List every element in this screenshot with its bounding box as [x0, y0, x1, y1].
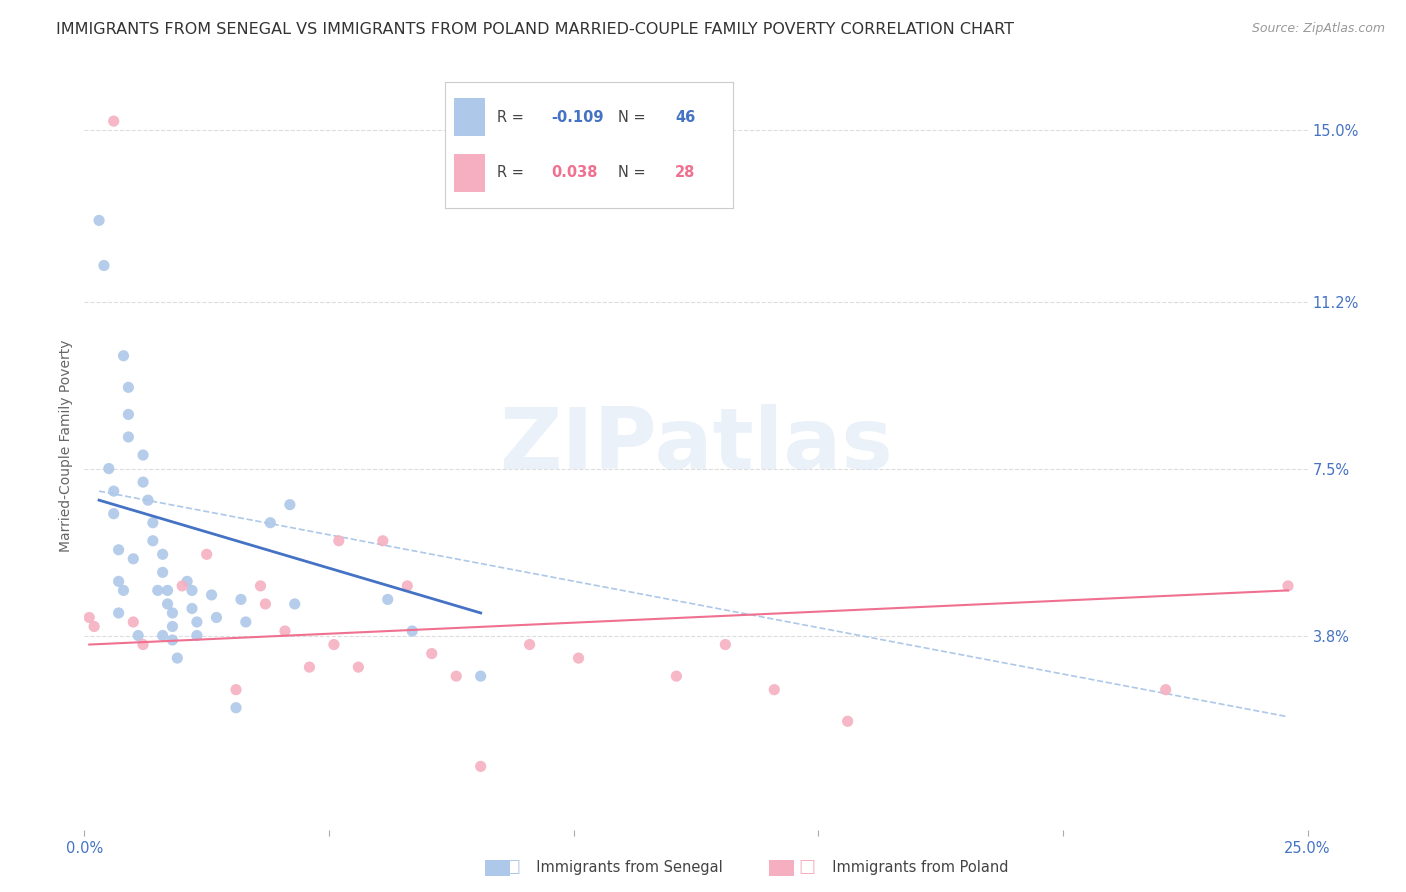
Text: IMMIGRANTS FROM SENEGAL VS IMMIGRANTS FROM POLAND MARRIED-COUPLE FAMILY POVERTY : IMMIGRANTS FROM SENEGAL VS IMMIGRANTS FR… — [56, 22, 1014, 37]
Point — [136, 493, 159, 508]
Point — [195, 547, 218, 561]
Point — [1154, 682, 1177, 697]
Point — [254, 597, 277, 611]
Point — [298, 660, 321, 674]
Point — [665, 669, 688, 683]
Point — [97, 461, 120, 475]
Point — [162, 619, 184, 633]
Point — [103, 114, 125, 128]
Point — [117, 408, 139, 422]
Point — [122, 615, 145, 629]
Point — [162, 606, 184, 620]
Point — [77, 610, 100, 624]
Point — [567, 651, 589, 665]
Point — [132, 448, 155, 462]
Point — [152, 628, 174, 642]
Text: Source: ZipAtlas.com: Source: ZipAtlas.com — [1251, 22, 1385, 36]
Point — [1277, 579, 1299, 593]
Point — [259, 516, 281, 530]
Point — [229, 592, 252, 607]
Point — [146, 583, 169, 598]
Point — [103, 484, 125, 499]
Point — [166, 651, 188, 665]
Point — [225, 682, 247, 697]
Point — [444, 669, 467, 683]
Point — [519, 638, 541, 652]
Point — [107, 542, 129, 557]
Point — [112, 349, 135, 363]
Point — [93, 259, 115, 273]
Point — [156, 583, 179, 598]
Point — [152, 566, 174, 580]
Point — [470, 759, 492, 773]
Point — [470, 669, 492, 683]
Point — [181, 601, 204, 615]
Point — [714, 638, 737, 652]
Point — [322, 638, 344, 652]
Text: □: □ — [503, 858, 520, 876]
Point — [274, 624, 297, 638]
Point — [172, 579, 194, 593]
Point — [156, 597, 179, 611]
Point — [186, 615, 208, 629]
Point — [103, 507, 125, 521]
Point — [225, 700, 247, 714]
Point — [235, 615, 257, 629]
Point — [127, 628, 149, 642]
Point — [284, 597, 307, 611]
Point — [181, 583, 204, 598]
Point — [107, 606, 129, 620]
Point — [162, 633, 184, 648]
Point — [186, 628, 208, 642]
Point — [347, 660, 370, 674]
Point — [142, 533, 165, 548]
Y-axis label: Married-Couple Family Poverty: Married-Couple Family Poverty — [59, 340, 73, 552]
Text: ZIPatlas: ZIPatlas — [499, 404, 893, 488]
Point — [371, 533, 394, 548]
Point — [420, 647, 443, 661]
Point — [837, 714, 859, 729]
Text: Immigrants from Poland: Immigrants from Poland — [823, 860, 1008, 874]
Point — [112, 583, 135, 598]
Point — [205, 610, 228, 624]
Point — [328, 533, 350, 548]
Point — [763, 682, 786, 697]
Point — [132, 638, 155, 652]
Point — [87, 213, 110, 227]
Point — [122, 551, 145, 566]
Point — [396, 579, 419, 593]
Point — [142, 516, 165, 530]
Point — [401, 624, 423, 638]
Text: Immigrants from Senegal: Immigrants from Senegal — [527, 860, 723, 874]
Point — [152, 547, 174, 561]
Point — [117, 380, 139, 394]
Point — [249, 579, 271, 593]
Point — [278, 498, 301, 512]
Point — [377, 592, 399, 607]
Point — [83, 619, 105, 633]
Point — [176, 574, 198, 589]
Point — [117, 430, 139, 444]
Point — [107, 574, 129, 589]
Point — [200, 588, 222, 602]
Text: □: □ — [799, 858, 815, 876]
Point — [132, 475, 155, 489]
